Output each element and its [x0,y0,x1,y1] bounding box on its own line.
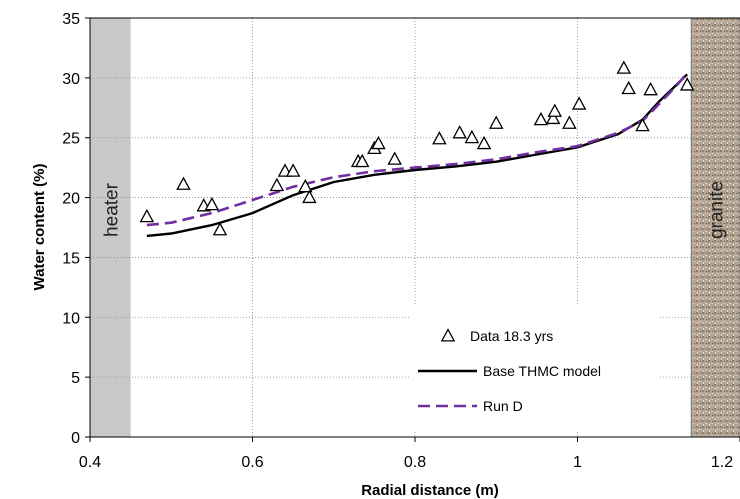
data-point [204,196,220,211]
legend-marker-triangle [440,328,456,342]
data-point [139,208,155,223]
data-point [298,178,313,193]
data-point [387,151,402,165]
y-axis-title: Water content (%) [31,164,48,291]
series-layer [139,60,695,238]
data-point [488,115,504,129]
series-line-run-d [146,72,689,227]
data-point [562,115,577,129]
y-tick-label: 5 [71,370,80,387]
y-tick-label: 0 [71,430,80,447]
x-tick-label: 0.6 [241,454,263,471]
data-point [176,176,191,190]
region-label-granite: granite [707,181,728,239]
y-tick-label: 10 [62,310,80,327]
data-point [302,189,317,204]
data-point [212,222,228,236]
data-point [571,96,587,110]
region-label-heater: heater [101,182,122,237]
series-line-base-thmc-model [146,73,689,238]
data-point [285,163,301,177]
data-point [533,111,549,126]
data-point [643,81,658,96]
data-point [621,80,636,95]
data-point [464,129,480,144]
data-point [545,110,561,125]
legend-label: Base THMC model [483,363,601,379]
legend: Data 18.3 yrs Base THMC model Run D [410,306,660,430]
legend-label: Data 18.3 yrs [470,328,553,344]
regions: heater granite [90,17,740,438]
data-point [679,77,695,91]
y-tick-label: 25 [62,131,80,148]
x-tick-label: 1.2 [711,454,733,471]
data-point [371,135,386,150]
data-point [432,131,447,145]
data-point [269,177,285,192]
y-tick-label: 35 [62,11,80,28]
data-point [452,125,467,139]
y-tick-label: 20 [62,191,80,208]
data-point [635,117,650,132]
x-tick-label: 1 [573,454,582,471]
data-point [476,135,492,150]
y-tick-label: 15 [62,250,80,267]
data-point [354,153,370,168]
region-heater [90,18,131,437]
x-tick-label: 0.4 [79,454,101,471]
data-point [547,103,563,117]
data-point [616,60,632,74]
axes: 0.4 0.6 0.8 1 1.2 0 5 10 15 20 25 30 35 [62,11,740,471]
y-tick-label: 30 [62,71,80,88]
region-granite [690,17,740,438]
x-axis-title: Radial distance (m) [361,482,499,499]
legend-label: Run D [483,398,523,414]
legend-box [410,306,660,430]
x-tick-label: 0.8 [404,454,426,471]
